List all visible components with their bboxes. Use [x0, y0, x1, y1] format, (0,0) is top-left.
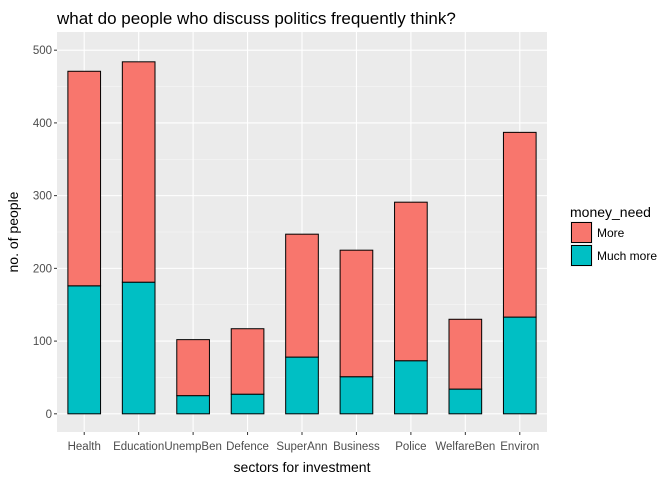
y-tick-label: 200: [33, 263, 52, 275]
bar-segment-much-more: [67, 285, 102, 415]
x-tick-label: Health: [68, 441, 101, 453]
bar-segment-more: [121, 61, 156, 283]
bar-segment-much-more: [230, 393, 265, 415]
y-axis: 0 100 200 300 400 500: [33, 45, 57, 421]
legend: money_need More Much more: [570, 204, 657, 267]
bar-segment-much-more: [448, 388, 483, 415]
y-axis-title: no. of people: [5, 191, 21, 272]
bar-segment-more: [285, 233, 319, 358]
x-axis: Health Education UnempBen Defence SuperAnn Bu…: [68, 432, 539, 453]
legend-label: More: [597, 226, 625, 240]
legend-key-swatch: [571, 222, 592, 243]
x-tick-label: Education: [113, 441, 164, 453]
legend-key-swatch: [571, 245, 592, 266]
x-tick-label: SuperAnn: [276, 441, 327, 453]
y-tick-label: 0: [46, 409, 52, 421]
x-tick-label: Police: [395, 441, 426, 453]
bar-segment-much-more: [176, 395, 210, 415]
bar-segment-much-more: [502, 316, 537, 415]
bar-segment-more: [339, 249, 374, 378]
bar-segment-more: [502, 131, 537, 318]
y-tick-label: 300: [33, 191, 52, 203]
bar-segment-more: [67, 70, 102, 287]
bar-segment-more: [176, 339, 210, 397]
x-tick-label: Business: [333, 441, 380, 453]
bar-segment-more: [448, 318, 483, 390]
legend-label: Much more: [597, 249, 657, 263]
bars: [67, 61, 537, 415]
legend-title: money_need: [570, 204, 651, 220]
x-tick-label: Environ: [500, 441, 539, 453]
bar-segment-more: [394, 201, 428, 362]
bar-segment-more: [230, 328, 265, 395]
x-tick-label: WelfareBen: [435, 441, 495, 453]
y-tick-label: 500: [33, 45, 52, 57]
bar-segment-much-more: [394, 360, 428, 415]
bar-segment-much-more: [339, 376, 374, 415]
x-tick-label: UnempBen: [164, 441, 222, 453]
y-tick-label: 100: [33, 336, 52, 348]
bar-segment-much-more: [285, 356, 319, 415]
x-tick-label: Defence: [226, 441, 269, 453]
y-tick-label: 400: [33, 118, 52, 130]
chart-title: what do people who discuss politics freq…: [56, 9, 456, 28]
x-axis-title: sectors for investment: [234, 459, 371, 475]
bar-segment-much-more: [121, 281, 156, 415]
